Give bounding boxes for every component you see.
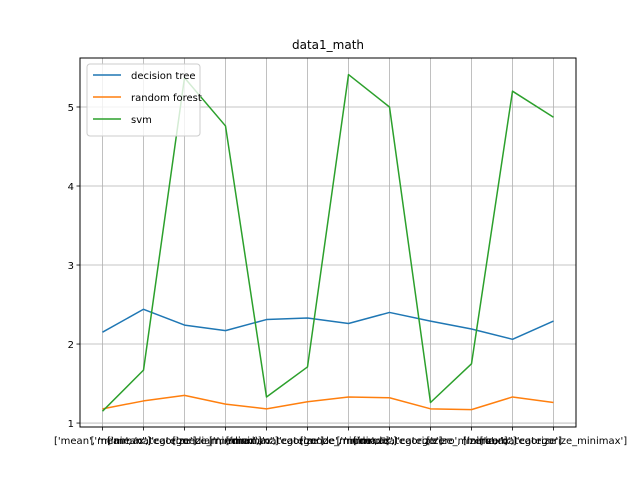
y-tick-label: 1 <box>68 419 74 430</box>
y-tick-label: 4 <box>68 182 74 193</box>
chart-title: data1_math <box>292 38 364 52</box>
y-tick-label: 2 <box>68 340 74 351</box>
legend-label: random forest <box>131 93 202 104</box>
x-tick-label: ['zero', 'minimax'] <box>427 436 517 447</box>
axes-frame <box>79 57 577 428</box>
legend-box <box>86 63 201 137</box>
y-tick-label: 3 <box>68 261 74 272</box>
x-tick-label: ['zero', 'categorize'] <box>463 436 562 447</box>
y-tick-label: 5 <box>68 103 74 114</box>
legend-label: decision tree <box>131 71 196 82</box>
x-tick-label: ['zero', 'categorize_minimax'] <box>480 436 628 447</box>
ticks: ['mean', 'minimax']['mean', 'categorize'… <box>54 103 627 447</box>
x-tick-label: ['mode', 'categorize_minimax'] <box>353 436 507 447</box>
x-tick-label: ['mean', 'categorize_minimax'] <box>107 436 261 447</box>
legend-label: svm <box>131 115 152 126</box>
x-tick-label: ['median', 'minimax'] <box>172 436 278 447</box>
x-tick-label: ['median', 'categorize'] <box>209 436 324 447</box>
x-tick-label: ['median', 'categorize_minimax'] <box>226 436 390 447</box>
x-tick-label: ['mode', 'categorize'] <box>337 436 443 447</box>
series-line-random-forest <box>102 394 554 411</box>
x-tick-label: ['mean', 'minimax'] <box>54 436 151 447</box>
legend: decision tree random forest svm <box>86 63 202 137</box>
x-tick-label: ['mean', 'categorize'] <box>91 436 197 447</box>
series-line-decision-tree <box>102 308 554 341</box>
x-tick-label: ['mode', 'minimax'] <box>300 436 397 447</box>
